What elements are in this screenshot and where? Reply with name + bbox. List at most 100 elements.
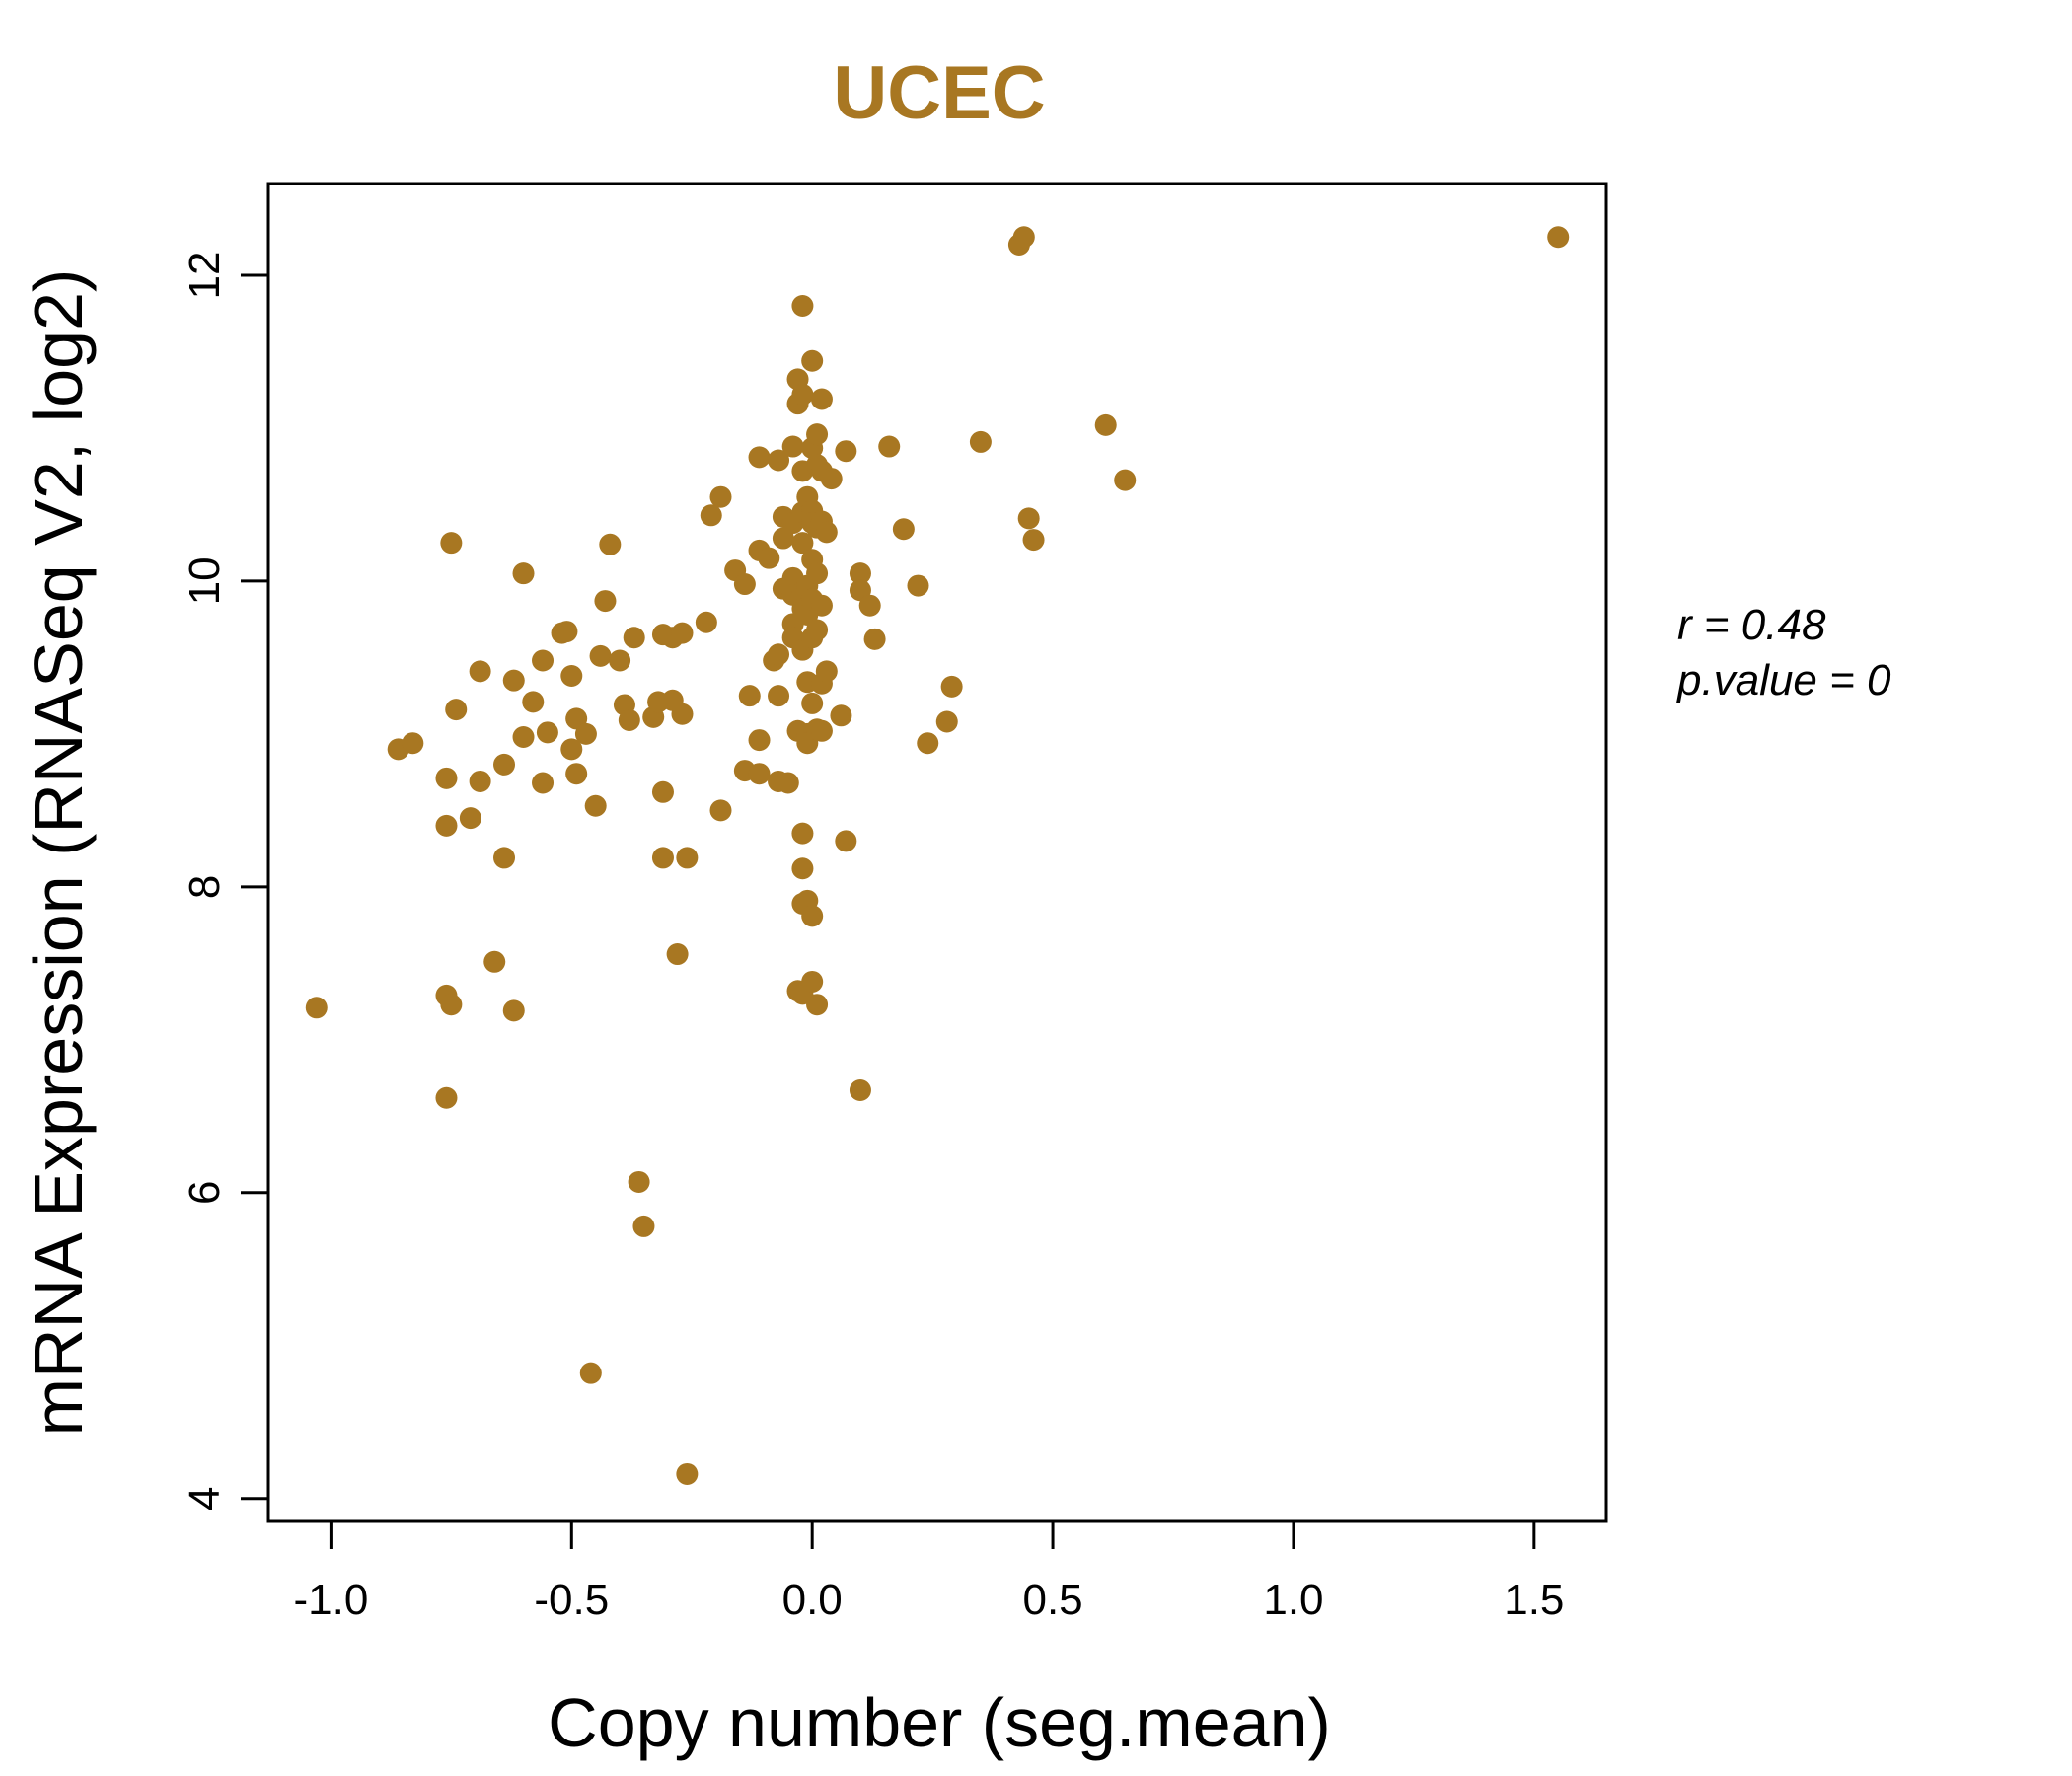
data-point (628, 1170, 650, 1193)
data-point (791, 532, 814, 555)
data-point (1114, 469, 1137, 491)
data-point (445, 699, 468, 721)
data-point (858, 594, 881, 617)
data-point (892, 518, 915, 541)
data-point (440, 994, 463, 1016)
data-point (801, 692, 824, 714)
data-point (815, 521, 838, 544)
x-axis-label: Copy number (seg.mean) (548, 1684, 1331, 1761)
data-point (579, 1362, 602, 1384)
data-point (835, 440, 857, 463)
data-point (1022, 529, 1045, 552)
data-point (589, 644, 612, 667)
data-point (907, 574, 929, 597)
x-tick-label: 0.0 (782, 1576, 843, 1624)
data-point (768, 643, 790, 666)
data-point (555, 621, 578, 643)
data-point (609, 649, 631, 672)
data-point (560, 665, 583, 688)
data-point (917, 732, 939, 755)
data-point (618, 708, 640, 731)
data-point (969, 430, 992, 453)
data-point (536, 721, 558, 744)
data-point (651, 847, 674, 869)
data-point (435, 814, 458, 837)
data-point (584, 794, 607, 817)
data-point (835, 830, 857, 852)
data-point (830, 704, 852, 727)
y-tick-label: 8 (181, 875, 229, 899)
data-point (666, 943, 689, 966)
data-point (305, 997, 328, 1019)
data-point (810, 388, 833, 410)
data-point (810, 719, 833, 742)
correlation-r-label: r = 0.48 (1677, 601, 1826, 649)
data-point (801, 970, 824, 993)
data-point (651, 780, 674, 803)
data-point (815, 660, 838, 683)
data-point (768, 685, 790, 707)
x-tick-label: -1.0 (293, 1576, 368, 1624)
data-point (801, 349, 824, 372)
data-point (574, 722, 597, 745)
data-point (1547, 226, 1570, 249)
data-point (623, 627, 645, 649)
p-value-label: p.value = 0 (1675, 656, 1891, 704)
data-point (748, 446, 771, 469)
plot-area-frame (266, 182, 1608, 1523)
data-point (676, 847, 699, 869)
data-point (671, 622, 694, 644)
data-point (806, 562, 829, 585)
data-point (435, 1086, 458, 1109)
data-points (305, 226, 1570, 1485)
data-point (676, 1462, 699, 1485)
data-point (806, 423, 829, 446)
chart-title: UCEC (833, 51, 1045, 135)
data-point (435, 767, 458, 789)
data-point (502, 999, 525, 1022)
x-tick-label: -0.5 (534, 1576, 609, 1624)
data-point (469, 660, 491, 683)
data-point (709, 799, 732, 822)
data-point (532, 772, 555, 794)
data-point (791, 383, 814, 406)
y-tick-label: 10 (181, 556, 229, 605)
data-point (502, 669, 525, 692)
data-point (801, 905, 824, 927)
data-point (791, 857, 814, 880)
data-point (781, 435, 804, 458)
y-tick-label: 6 (181, 1181, 229, 1205)
data-point (671, 703, 694, 725)
data-point (940, 675, 963, 698)
x-tick-label: 1.5 (1504, 1576, 1564, 1624)
data-point (738, 685, 761, 707)
data-point (748, 729, 771, 752)
x-axis: -1.0 -0.5 0.0 0.5 1.0 1.5 (293, 1519, 1564, 1624)
x-tick-label: 0.5 (1022, 1576, 1082, 1624)
data-point (599, 533, 622, 555)
data-point (806, 619, 829, 641)
data-point (440, 532, 463, 555)
data-point (695, 611, 717, 633)
data-point (493, 847, 516, 869)
data-point (1094, 413, 1117, 436)
data-point (733, 573, 756, 596)
data-point (532, 649, 555, 672)
data-point (402, 732, 424, 755)
data-point (565, 763, 588, 785)
y-axis: 4 6 8 10 12 (181, 252, 270, 1511)
data-point (806, 994, 829, 1016)
data-point (632, 1215, 655, 1237)
y-axis-label: mRNA Expression (RNASeq V2, log2) (20, 269, 97, 1437)
data-point (791, 822, 814, 845)
data-point (594, 590, 617, 613)
data-point (512, 725, 535, 748)
data-point (791, 294, 814, 317)
data-point (459, 807, 481, 830)
data-point (709, 485, 732, 508)
x-tick-label: 1.0 (1263, 1576, 1323, 1624)
data-point (560, 738, 583, 761)
data-point (493, 753, 516, 776)
data-point (758, 547, 780, 569)
